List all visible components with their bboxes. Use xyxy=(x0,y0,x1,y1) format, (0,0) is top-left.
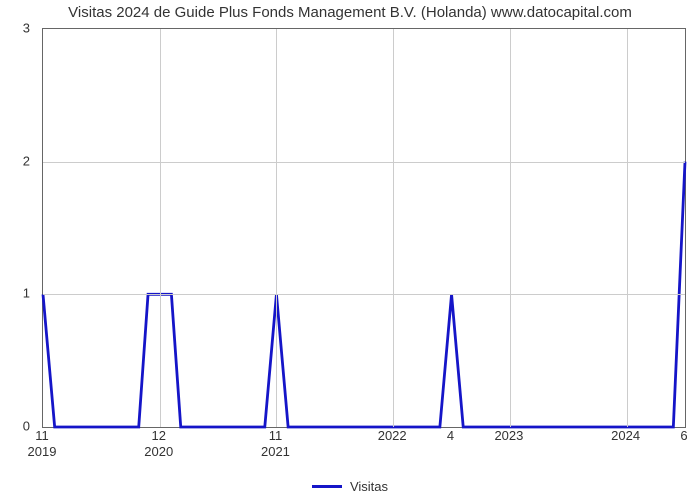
y-tick-label: 1 xyxy=(0,286,30,301)
gridline-h xyxy=(43,162,685,163)
gridline-h xyxy=(43,294,685,295)
x-tick-labels: 112019 xyxy=(28,428,57,459)
gridline-v xyxy=(627,29,628,427)
x-tick-year: 2021 xyxy=(261,444,290,460)
legend: Visitas xyxy=(0,478,700,494)
x-tick-value: 12 xyxy=(144,428,173,444)
x-tick-labels: 6 xyxy=(680,428,687,444)
x-tick-year: 2022 xyxy=(378,428,407,444)
x-tick-year: 2023 xyxy=(494,428,523,444)
y-axis-labels: 0123 xyxy=(0,28,36,428)
x-tick-year: 2019 xyxy=(28,444,57,460)
gridline-v xyxy=(160,29,161,427)
chart-title: Visitas 2024 de Guide Plus Fonds Managem… xyxy=(0,4,700,21)
gridline-v xyxy=(510,29,511,427)
x-tick-labels: 2024 xyxy=(611,428,640,444)
x-tick-labels: 2022 xyxy=(378,428,407,444)
x-tick-labels: 4 xyxy=(447,428,454,444)
plot-area xyxy=(42,28,686,428)
x-tick-value: 4 xyxy=(447,428,454,444)
gridline-v xyxy=(393,29,394,427)
legend-swatch xyxy=(312,485,342,488)
line-series xyxy=(43,29,685,427)
legend-label: Visitas xyxy=(350,479,388,494)
y-tick-label: 3 xyxy=(0,21,30,36)
x-tick-value: 11 xyxy=(261,428,290,444)
x-tick-value: 11 xyxy=(28,428,57,444)
x-tick-year: 2020 xyxy=(144,444,173,460)
x-tick-labels: 112021 xyxy=(261,428,290,459)
x-tick-year: 2024 xyxy=(611,428,640,444)
gridline-v xyxy=(276,29,277,427)
y-tick-label: 2 xyxy=(0,153,30,168)
x-tick-labels: 2023 xyxy=(494,428,523,444)
y-tick-label: 0 xyxy=(0,419,30,434)
x-tick-value: 6 xyxy=(680,428,687,444)
x-tick-labels: 122020 xyxy=(144,428,173,459)
